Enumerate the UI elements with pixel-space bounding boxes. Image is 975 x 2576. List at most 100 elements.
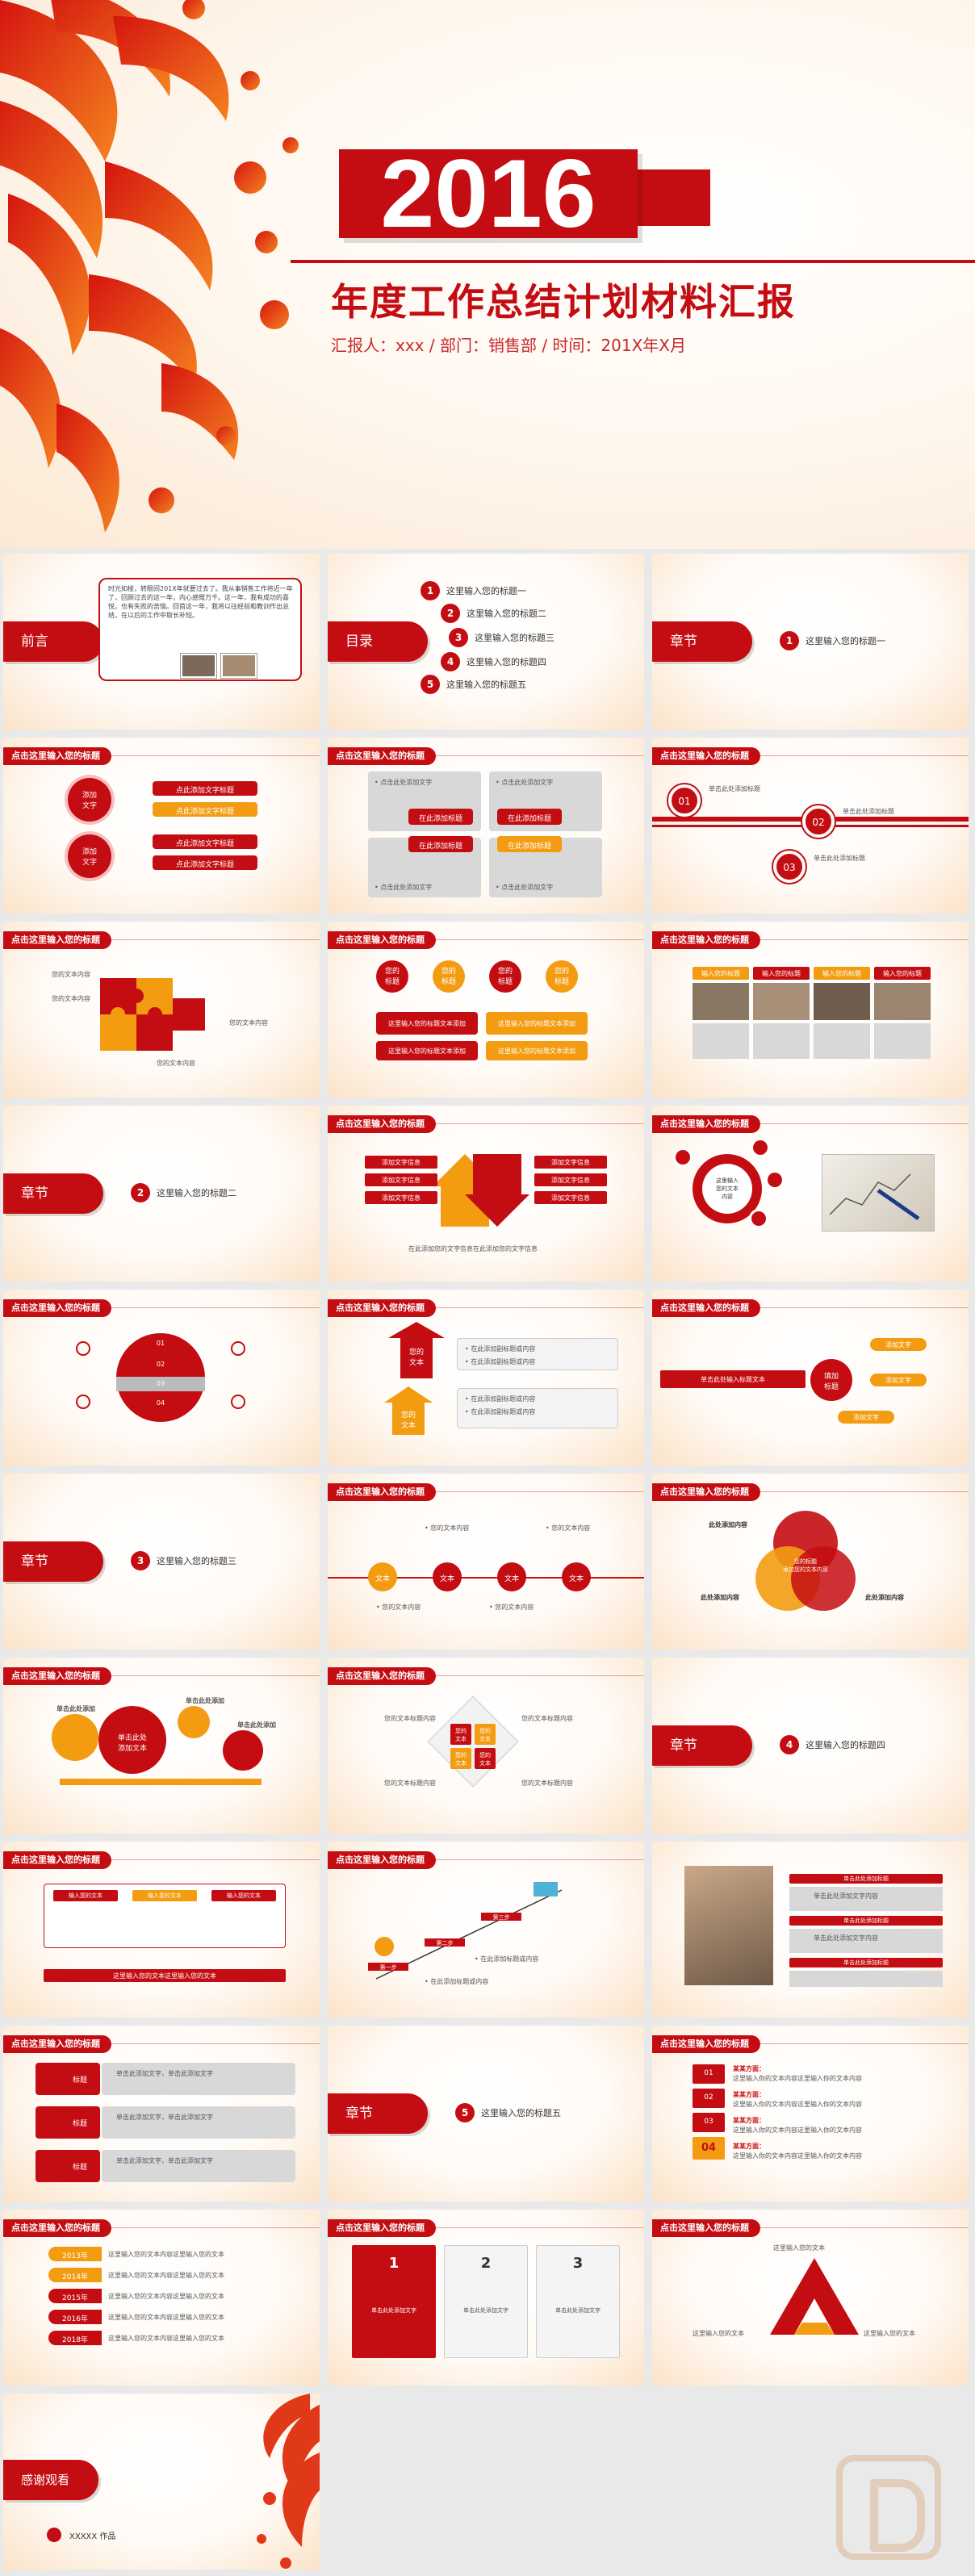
slide-header[interactable]: 点击这里输入您的标题 <box>3 1667 111 1685</box>
slide-29[interactable]: 点击这里输入您的标题 1 单击此处添加文字 2 单击此处添加文字 3 单击此处添… <box>328 2210 644 2386</box>
slide-5[interactable]: 点击这里输入您的标题 • 点击此处添加文字 • 点击此处添加文字 • 点击此处添… <box>328 738 644 914</box>
slide-header[interactable]: 点击这里输入您的标题 <box>328 2219 436 2237</box>
photo-tab-2 <box>753 967 810 980</box>
photo-caption-1 <box>693 1023 749 1059</box>
slide-header[interactable]: 点击这里输入您的标题 <box>3 2035 111 2053</box>
preface-text[interactable]: 时光如梭，转眼间201X年就要过去了。我从事销售工作将近一年了，回顾过去的这一年… <box>108 585 293 619</box>
slide-12[interactable]: 点击这里输入您的标题 这里输入 您的文本 内容 <box>652 1106 969 1282</box>
slide-header[interactable]: 点击这里输入您的标题 <box>3 2219 111 2237</box>
slide-header[interactable]: 点击这里输入您的标题 <box>3 931 111 949</box>
slide-7[interactable]: 点击这里输入您的标题 您的文本内容 您的文本内容 您的文本内容 您的文本内容 <box>3 922 320 1098</box>
slide-6[interactable]: 点击这里输入您的标题 01 02 03 单击此处添加标题 单击此处添加标题 单击… <box>652 738 969 914</box>
slide-19[interactable]: 点击这里输入您的标题 单击此处 添加文本 单击此处添加 单击此处添加 单击此处添… <box>3 1658 320 1834</box>
gear-2-label: 单击此处 添加文本 <box>117 1734 147 1753</box>
photo-1 <box>693 983 749 1020</box>
toc-item-3-label: 这里输入您的标题三 <box>475 633 554 643</box>
cover-slide[interactable]: 2016 年度工作总结计划材料汇报 汇报人：xxx / 部门：销售部 / 时间：… <box>0 0 975 549</box>
chapter-2-title[interactable]: 这里输入您的标题二 <box>157 1188 236 1198</box>
slide-chapter-1[interactable]: 章节 1 这里输入您的标题一 <box>652 554 969 730</box>
ending-author[interactable]: XXXXX 作品 <box>69 2532 116 2541</box>
side-label-3: 您的文本标题内容 <box>384 1779 436 1787</box>
timeline-dot-1 <box>368 1562 397 1591</box>
slide-header[interactable]: 点击这里输入您的标题 <box>3 1299 111 1317</box>
toc-item-1[interactable]: 1 这里输入您的标题一 <box>421 581 526 600</box>
slide-8[interactable]: 点击这里输入您的标题 您的 标题 您的 标题 您的 标题 您的 标题 这里输入您… <box>328 922 644 1098</box>
slide-9[interactable]: 点击这里输入您的标题 输入您的标题 输入您的标题 输入您的标题 输入您的标题 <box>652 922 969 1098</box>
timeline-dot-2-label: 文本 <box>439 1575 454 1583</box>
card-1 <box>352 2245 436 2358</box>
slide-27[interactable]: 点击这里输入您的标题 01 02 03 04 某某方面： 这里输入你的文本内容这… <box>652 2026 969 2202</box>
list-bar-3 <box>789 1958 943 1968</box>
chapter-label: 章节 <box>652 1725 752 1766</box>
toc-num-3: 3 <box>449 628 468 647</box>
slide-25[interactable]: 点击这里输入您的标题 标题 单击此添加文字，单击此添加文字 标题 单击此添加文字… <box>3 2026 320 2202</box>
slide-header[interactable]: 点击这里输入您的标题 <box>328 1483 436 1501</box>
slide-header[interactable]: 点击这里输入您的标题 <box>328 747 436 765</box>
slide-30[interactable]: 点击这里输入您的标题 这里输入您的文本 这里输入您的文本 这里输入您的文本 <box>652 2210 969 2386</box>
slide-header[interactable]: 点击这里输入您的标题 <box>652 931 760 949</box>
timeline-dot-2 <box>433 1562 462 1591</box>
chapter-4-title[interactable]: 这里输入您的标题四 <box>806 1740 885 1750</box>
slide-preface[interactable]: 前言 时光如梭，转眼间201X年就要过去了。我从事销售工作将近一年了，回顾过去的… <box>3 554 320 730</box>
title-tag-2 <box>497 809 562 825</box>
card-3 <box>536 2245 620 2358</box>
slide-4[interactable]: 点击这里输入您的标题 添加 文字 添加 文字 点此添加文字标题 点此添加文字标题… <box>3 738 320 914</box>
slide-28[interactable]: 点击这里输入您的标题 2013年 这里输入您的文本内容这里输入您的文本 2014… <box>3 2210 320 2386</box>
chapter-5-title[interactable]: 这里输入您的标题五 <box>481 2108 561 2118</box>
text-circle-1-label: 添加 文字 <box>82 792 97 810</box>
chapter-1-title[interactable]: 这里输入您的标题一 <box>806 636 885 646</box>
slide-header[interactable]: 点击这里输入您的标题 <box>652 747 760 765</box>
chapter-2-num: 2 <box>131 1183 150 1202</box>
slide-header[interactable]: 点击这里输入您的标题 <box>328 1851 436 1869</box>
slide-23[interactable]: 点击这里输入您的标题 第一步 第二步 第三步 • 在此添加标题或内容 • 在此添… <box>328 1842 644 2018</box>
slide-header[interactable]: 点击这里输入您的标题 <box>328 931 436 949</box>
slide-header[interactable]: 点击这里输入您的标题 <box>328 1115 436 1133</box>
box-item: • 点击此处添加文字 <box>375 779 433 786</box>
main-arrow-bar <box>660 1370 806 1388</box>
footer-bar-label: 这里输入您的文本这里输入您的文本 <box>113 1972 216 1980</box>
slide-14[interactable]: 点击这里输入您的标题 您的 文本 您的 文本 • 在此添加副标题或内容 • 在此… <box>328 1290 644 1466</box>
slide-chapter-2[interactable]: 章节 2 这里输入您的标题二 <box>3 1106 320 1282</box>
slide-17[interactable]: 点击这里输入您的标题 文本 文本 文本 文本 • 您的文本内容 • 您的文本内容… <box>328 1474 644 1650</box>
slide-22[interactable]: 点击这里输入您的标题 输入您的文本 输入您的文本 输入您的文本 这里输入您的文本… <box>3 1842 320 2018</box>
tag-2 <box>870 1374 927 1386</box>
slide-header[interactable]: 点击这里输入您的标题 <box>652 2035 760 2053</box>
arrow-1-label: 您的 文本 <box>408 1349 424 1367</box>
toc-item-2[interactable]: 2 这里输入您的标题二 <box>441 604 546 623</box>
slide-toc[interactable]: 目录 1 这里输入您的标题一 2 这里输入您的标题二 3 这里输入您的标题三 4 这里输… <box>328 554 644 730</box>
chapter-3-title[interactable]: 这里输入您的标题三 <box>157 1556 236 1566</box>
slide-chapter-4[interactable]: 章节 4 这里输入您的标题四 <box>652 1658 969 1834</box>
slide-20[interactable]: 点击这里输入您的标题 您的 文本 您的 文本 您的 文本 您的 文本 您的文本标… <box>328 1658 644 1834</box>
slide-header[interactable]: 点击这里输入您的标题 <box>3 747 111 765</box>
slide-chapter-5[interactable]: 章节 5 这里输入您的标题五 <box>328 2026 644 2202</box>
slide-header[interactable]: 点击这里输入您的标题 <box>3 1851 111 1869</box>
slide-24[interactable]: 单击此处添加标题 单击此处添加文字内容 单击此处添加标题 单击此处添加文字内容 … <box>652 1842 969 2018</box>
content-bar-1-label: 这里输入您的标题文本添加 <box>388 1020 466 1027</box>
box-item: • 点击此处添加文字 <box>496 884 554 891</box>
slide-header[interactable]: 点击这里输入您的标题 <box>328 1299 436 1317</box>
slide-header[interactable]: 点击这里输入您的标题 <box>328 1667 436 1685</box>
slide-ending[interactable]: 感谢观看 XXXXX 作品 <box>3 2394 320 2570</box>
slide-chapter-3[interactable]: 章节 3 这里输入您的标题三 <box>3 1474 320 1650</box>
slide-header[interactable]: 点击这里输入您的标题 <box>652 1483 760 1501</box>
ending-floral-graphic <box>257 2394 320 2569</box>
up-arrows-graphic <box>384 1322 445 1435</box>
chapter-1-num: 1 <box>780 631 799 650</box>
year-tag-3-label: 2015年 <box>62 2294 88 2302</box>
toc-item-3[interactable]: 3 这里输入您的标题三 <box>449 628 554 647</box>
toc-item-4[interactable]: 4 这里输入您的标题四 <box>441 652 546 671</box>
num-block-1-label: 01 <box>704 2069 713 2077</box>
slide-header[interactable]: 点击这里输入您的标题 <box>652 1299 760 1317</box>
slide-header[interactable]: 点击这里输入您的标题 <box>652 2219 760 2237</box>
list-box-3 <box>789 1971 943 1987</box>
slide-18[interactable]: 点击这里输入您的标题 您的标题 添加您的文本内容 此处添加内容 此处添加内容 此… <box>652 1474 969 1650</box>
slide-15[interactable]: 点击这里输入您的标题 单击此处输入标题文本 填加 标题 添加文字 添加文字 添加… <box>652 1290 969 1466</box>
slide-11[interactable]: 点击这里输入您的标题 添加文字信息 添加文字信息 添加文字信息 添加文字信息 添… <box>328 1106 644 1282</box>
slide-header[interactable]: 点击这里输入您的标题 <box>652 1115 760 1133</box>
cover-title[interactable]: 年度工作总结计划材料汇报 <box>331 280 796 324</box>
toc-item-5[interactable]: 5 这里输入您的标题五 <box>421 675 526 694</box>
cover-subtitle[interactable]: 汇报人：xxx / 部门：销售部 / 时间：201X年X月 <box>331 336 686 355</box>
slide-13[interactable]: 点击这里输入您的标题 01 02 03 04 <box>3 1290 320 1466</box>
step-2-text: 单击此处添加标题 <box>843 808 894 815</box>
card-2 <box>444 2245 528 2358</box>
